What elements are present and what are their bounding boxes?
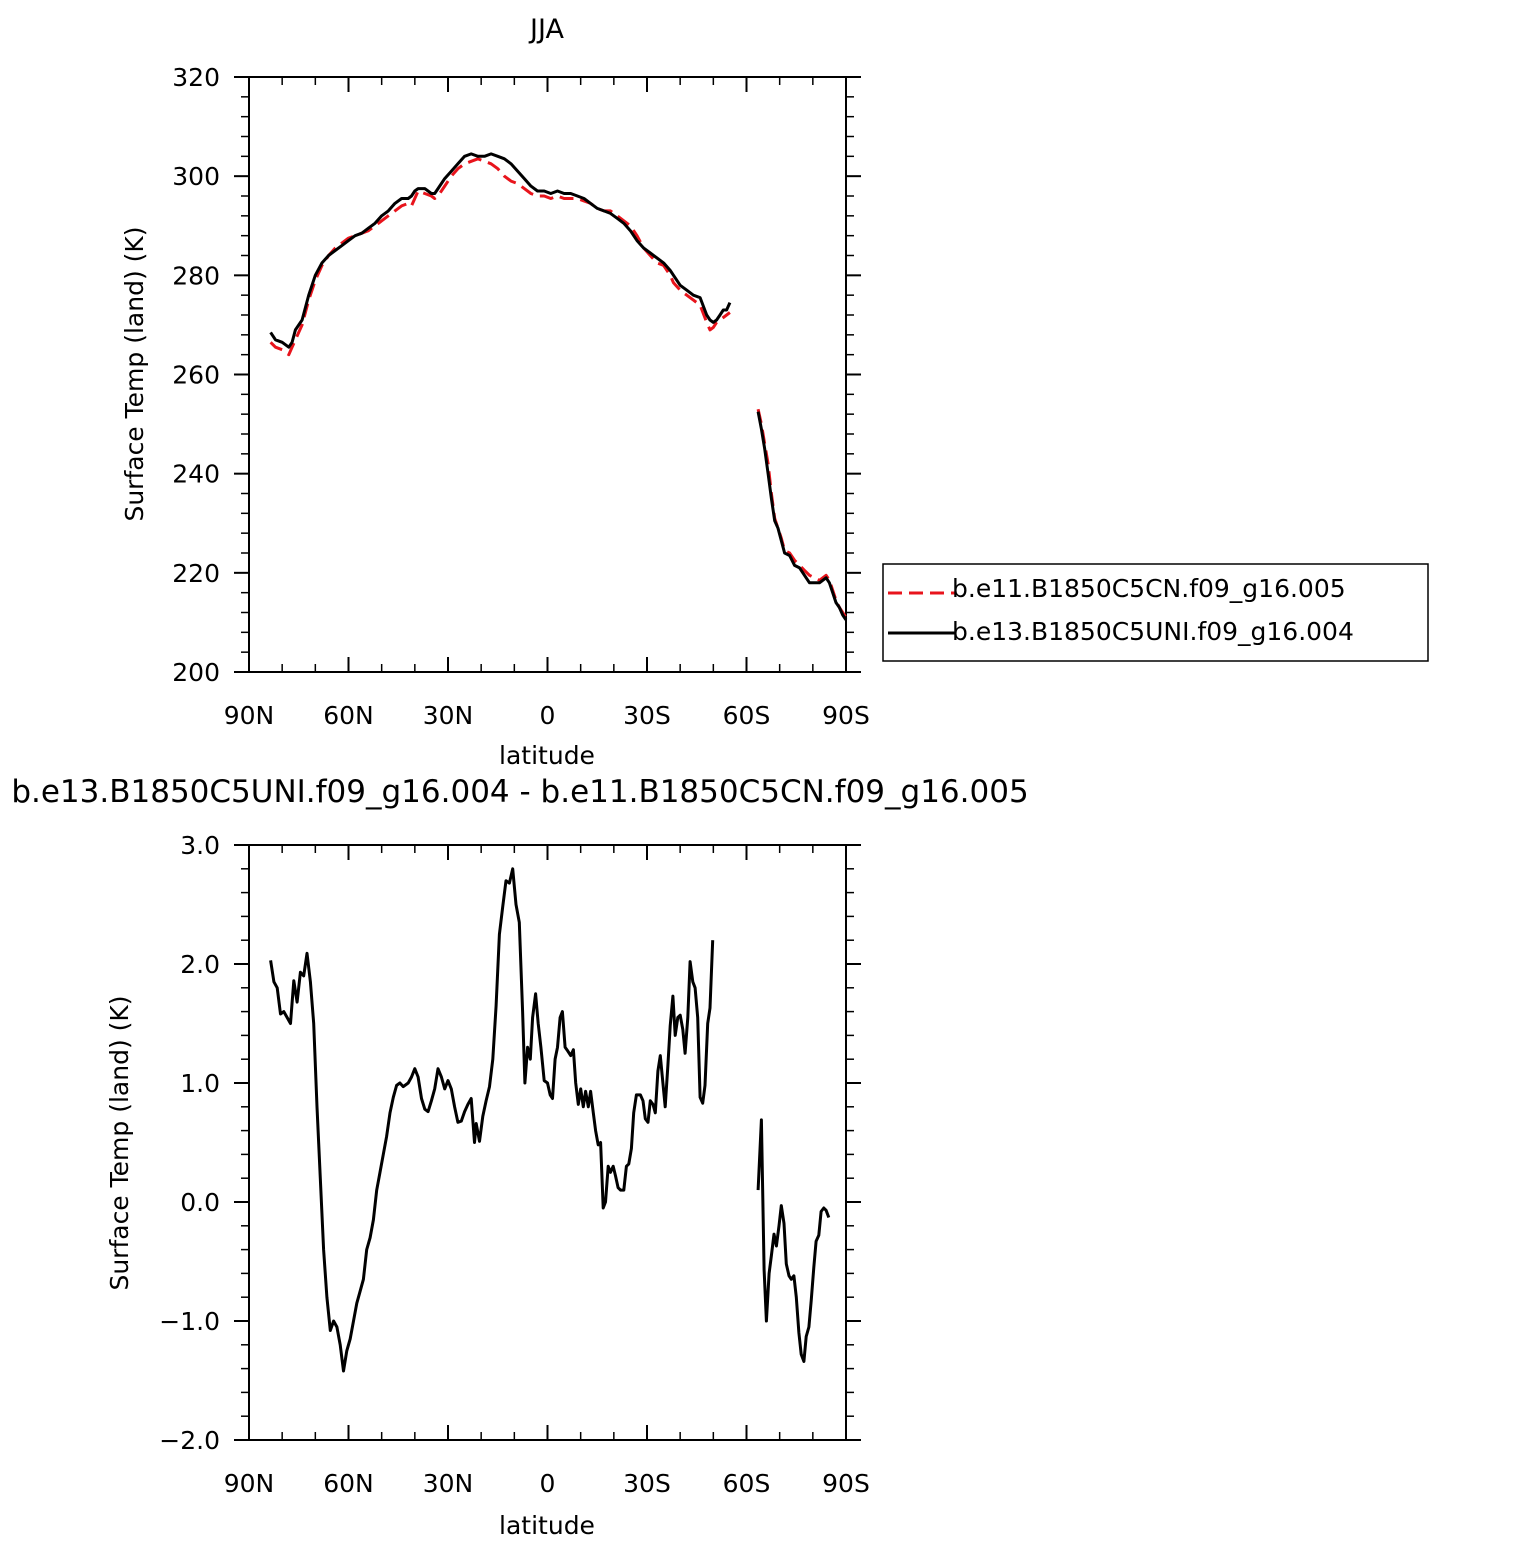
- y-tick-label: 280: [172, 261, 220, 290]
- bottom-y-axis-label: Surface Temp (land) (K): [105, 995, 134, 1290]
- x-tick-label: 0: [540, 701, 556, 730]
- y-tick-label: 220: [172, 559, 220, 588]
- y-tick-label: 320: [172, 63, 220, 92]
- top-x-tick-labels: 90N 60N 30N 0 30S 60S 90S: [224, 701, 870, 730]
- x-tick-label: 30N: [423, 1469, 474, 1498]
- legend: b.e11.B1850C5CN.f09_g16.005 b.e13.B1850C…: [882, 563, 1429, 662]
- series-1-line-segment-1: [756, 411, 848, 621]
- series-0-line-segment-0: [269, 867, 715, 1373]
- x-tick-label: 60N: [323, 1469, 374, 1498]
- bottom-y-tick-labels: −2.0 −1.0 0.0 1.0 2.0 3.0: [159, 831, 220, 1455]
- y-tick-label: 2.0: [180, 950, 220, 979]
- y-tick-label: 3.0: [180, 831, 220, 860]
- x-tick-label: 90S: [822, 701, 870, 730]
- top-y-tick-labels: 200 220 240 260 280 300 320: [172, 63, 220, 687]
- bottom-chart-title: b.e13.B1850C5UNI.f09_g16.004 - b.e11.B18…: [11, 774, 1028, 810]
- plot-frame: [248, 76, 847, 673]
- y-tick-label: −2.0: [159, 1426, 220, 1455]
- top-plot-area: [234, 76, 861, 673]
- x-tick-label: 90N: [224, 1469, 275, 1498]
- x-tick-label: 60S: [723, 701, 771, 730]
- x-tick-label: 30N: [423, 701, 474, 730]
- bottom-x-axis-label: latitude: [499, 1511, 595, 1540]
- bottom-panel: b.e13.B1850C5UNI.f09_g16.004 - b.e11.B18…: [11, 774, 1028, 1540]
- legend-label-0: b.e11.B1850C5CN.f09_g16.005: [952, 574, 1346, 603]
- y-tick-label: 200: [172, 658, 220, 687]
- bottom-x-tick-labels: 90N 60N 30N 0 30S 60S 90S: [224, 1469, 870, 1498]
- y-tick-label: 0.0: [180, 1188, 220, 1217]
- series-0-line-segment-1: [756, 408, 848, 619]
- x-tick-label: 0: [540, 1469, 556, 1498]
- x-tick-label: 90N: [224, 701, 275, 730]
- x-tick-label: 60S: [723, 1469, 771, 1498]
- y-tick-label: 300: [172, 162, 220, 191]
- top-x-axis-label: latitude: [499, 741, 595, 770]
- x-tick-label: 30S: [623, 701, 671, 730]
- x-tick-label: 30S: [623, 1469, 671, 1498]
- x-tick-label: 90S: [822, 1469, 870, 1498]
- series-0-line-segment-1: [756, 1118, 831, 1363]
- series-0-line-segment-0: [269, 157, 731, 357]
- bottom-plot-area: [234, 844, 861, 1441]
- legend-label-1: b.e13.B1850C5UNI.f09_g16.004: [952, 617, 1354, 646]
- top-chart-title: JJA: [528, 14, 564, 45]
- plot-frame: [248, 844, 847, 1441]
- legend-box: [882, 563, 1429, 662]
- x-tick-label: 60N: [323, 701, 374, 730]
- y-tick-label: 240: [172, 460, 220, 489]
- top-y-axis-label: Surface Temp (land) (K): [120, 226, 149, 521]
- y-tick-label: −1.0: [159, 1307, 220, 1336]
- y-tick-label: 1.0: [180, 1069, 220, 1098]
- y-tick-label: 260: [172, 361, 220, 390]
- series-1-line-segment-0: [269, 152, 732, 349]
- top-panel: JJA 200 220 240 260 280 300 320 90N 60N 30N 0 30S 6…: [120, 14, 870, 770]
